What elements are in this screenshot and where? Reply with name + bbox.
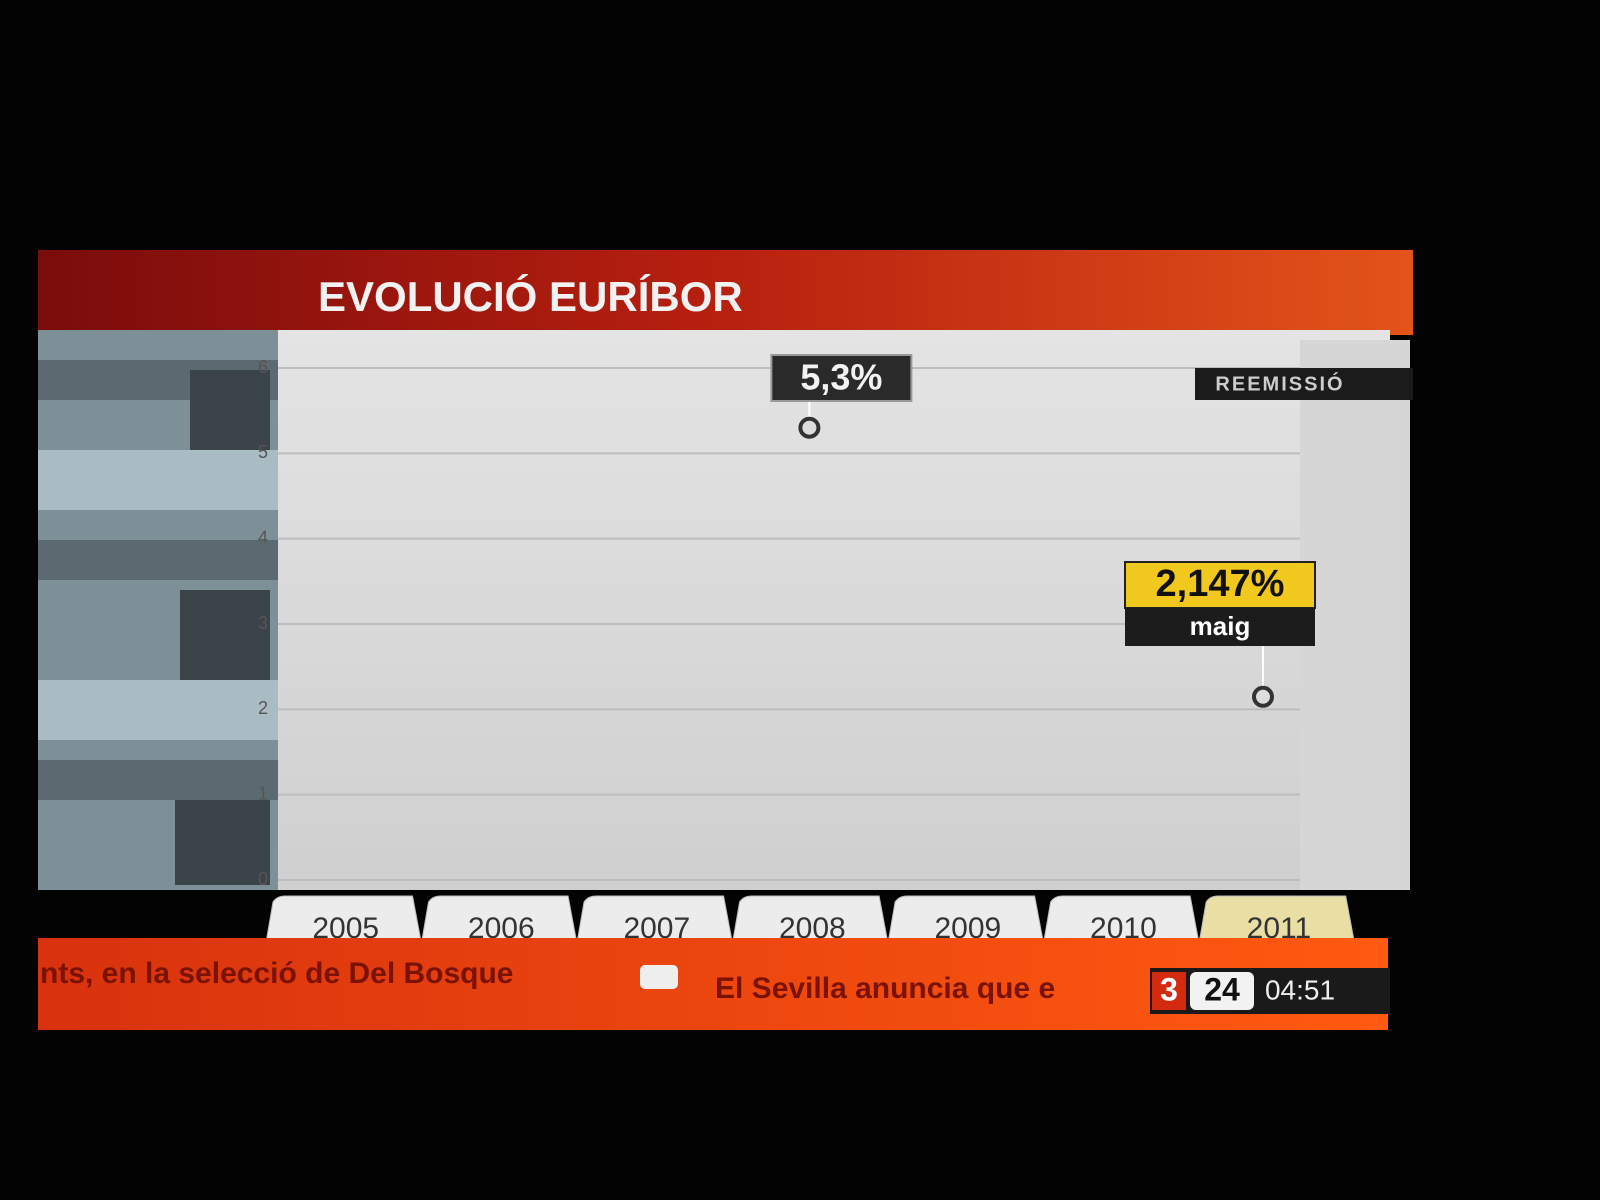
point-marker xyxy=(1252,685,1274,708)
point-marker xyxy=(798,416,821,439)
y-tick-label: 3 xyxy=(258,613,268,633)
clock: 04:51 xyxy=(1265,974,1335,1005)
label-box xyxy=(1124,561,1316,609)
y-tick-label: 1 xyxy=(258,783,268,803)
building xyxy=(38,360,278,885)
channel-24-box xyxy=(1190,972,1254,1010)
channel-3-box xyxy=(1152,972,1186,1010)
ticker-text: nts, en la selecció de Del Bosque xyxy=(40,957,514,990)
ticker-text: El Sevilla anuncia que e xyxy=(715,972,1055,1005)
y-tick-label: 6 xyxy=(258,357,268,377)
value-label: 5,3% xyxy=(800,357,882,398)
annotation: maig xyxy=(1190,611,1251,641)
channel-number: 24 xyxy=(1204,971,1240,1007)
channel-number: 3 xyxy=(1160,971,1178,1007)
ticker-logo xyxy=(640,965,678,989)
label-box xyxy=(770,354,913,402)
title-band xyxy=(38,250,1413,335)
badge-box xyxy=(1195,368,1413,400)
y-tick-label: 4 xyxy=(258,527,268,547)
y-tick-label: 0 xyxy=(258,869,268,889)
label-box xyxy=(1125,608,1315,646)
value-label: 2,147% xyxy=(1156,563,1285,605)
y-tick-label: 5 xyxy=(258,442,268,462)
y-tick-label: 2 xyxy=(258,698,268,718)
chart-title: EVOLUCIÓ EURÍBOR xyxy=(318,272,743,320)
plot-edge xyxy=(1300,340,1410,890)
badge: REEMISSIÓ xyxy=(1215,371,1344,395)
